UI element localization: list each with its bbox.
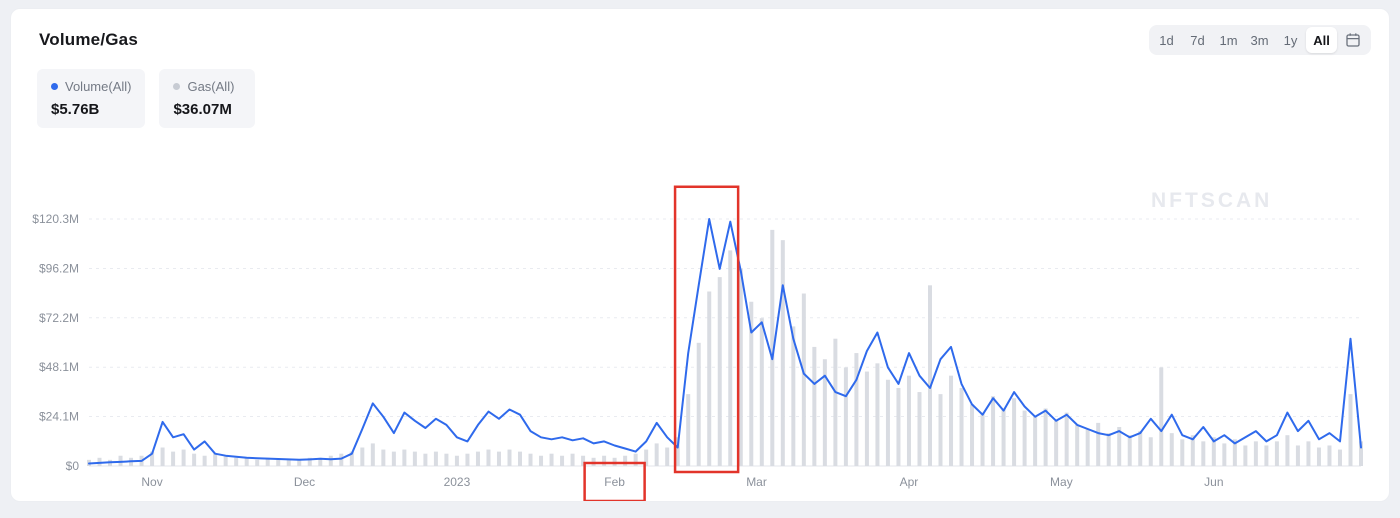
range-selector: 1d 7d 1m 3m 1y All xyxy=(1149,25,1371,55)
legend-volume-chip[interactable]: Volume(All) $5.76B xyxy=(37,69,146,128)
y-axis-label: $72.2M xyxy=(39,311,79,325)
legend-volume-value: $5.76B xyxy=(51,101,100,118)
y-grid: $0 $24.1M $48.1M $72.2M $96.2M $120.3M xyxy=(32,212,1361,473)
legend: Volume(All) $5.76B Gas(All) $36.07M xyxy=(11,55,1389,128)
range-1m-button[interactable]: 1m xyxy=(1213,27,1244,53)
annotation-boxes xyxy=(583,185,740,501)
nftscan-watermark: NFTSCAN xyxy=(1151,189,1273,212)
volume-line xyxy=(88,218,1362,465)
x-axis-label: Mar xyxy=(746,475,767,489)
x-axis-label: Jun xyxy=(1204,475,1223,489)
calendar-icon xyxy=(1346,33,1360,47)
range-all-button[interactable]: All xyxy=(1306,27,1337,53)
y-axis-label: $0 xyxy=(66,459,80,473)
range-7d-button[interactable]: 7d xyxy=(1182,27,1213,53)
y-axis-label: $48.1M xyxy=(39,360,79,374)
legend-gas-chip[interactable]: Gas(All) $36.07M xyxy=(159,69,256,128)
range-1y-button[interactable]: 1y xyxy=(1275,27,1306,53)
legend-gas-top: Gas(All) xyxy=(173,79,241,94)
calendar-button[interactable] xyxy=(1337,27,1369,53)
feb-label-highlight-box xyxy=(583,461,646,501)
volume-gas-card: Volume/Gas 1d 7d 1m 3m 1y All Volume(All… xyxy=(10,8,1390,502)
range-3m-button[interactable]: 3m xyxy=(1244,27,1275,53)
page-title: Volume/Gas xyxy=(39,30,138,49)
y-axis-label: $120.3M xyxy=(32,212,79,226)
card-header: Volume/Gas 1d 7d 1m 3m 1y All xyxy=(11,9,1389,55)
x-axis-label: Dec xyxy=(294,475,315,489)
x-axis-label: May xyxy=(1050,475,1073,489)
x-axis-label: Nov xyxy=(141,475,162,489)
x-axis-labels: Nov Dec 2023 Feb Mar Apr May Jun xyxy=(141,475,1223,489)
x-axis-label: 2023 xyxy=(444,475,471,489)
y-axis-label: $96.2M xyxy=(39,261,79,275)
peak-highlight-box xyxy=(673,185,740,474)
legend-volume-top: Volume(All) xyxy=(51,79,131,94)
gas-bars xyxy=(87,229,1363,466)
volume-dot-icon xyxy=(51,83,58,90)
legend-gas-label: Gas(All) xyxy=(187,79,235,94)
x-axis-label: Feb xyxy=(604,475,625,489)
legend-gas-value: $36.07M xyxy=(173,101,232,118)
range-1d-button[interactable]: 1d xyxy=(1151,27,1182,53)
legend-volume-label: Volume(All) xyxy=(65,79,132,94)
x-axis-label: Apr xyxy=(900,475,919,489)
gas-dot-icon xyxy=(173,83,181,90)
y-axis-label: $24.1M xyxy=(39,410,79,424)
